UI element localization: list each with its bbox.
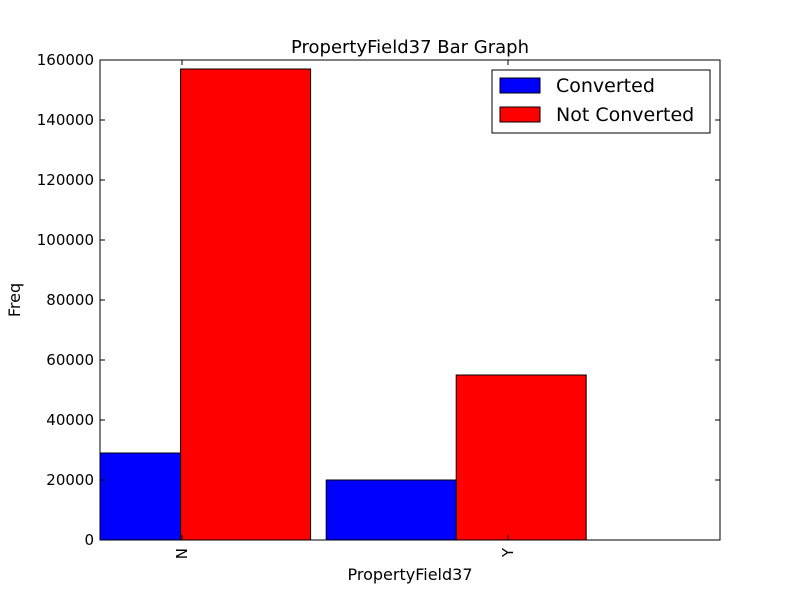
x-tick-label-y: Y — [499, 547, 517, 558]
y-tick-label: 0 — [84, 531, 94, 549]
x-axis-label: PropertyField37 — [348, 565, 473, 584]
legend: Converted Not Converted — [491, 69, 711, 134]
chart-title: PropertyField37 Bar Graph — [291, 37, 529, 58]
legend-swatch-converted — [499, 77, 541, 94]
y-tick-label: 100000 — [37, 231, 94, 249]
y-tick-label: 140000 — [37, 111, 94, 129]
y-tick-label: 40000 — [46, 411, 94, 429]
y-ticks-group: 0 20000 40000 60000 80000 100000 120000 140000 1… — [37, 51, 720, 549]
legend-label-not-converted: Not Converted — [556, 104, 694, 126]
y-tick-label: 80000 — [46, 291, 94, 309]
bar-not-converted-n — [180, 68, 312, 541]
y-tick-label: 160000 — [37, 51, 94, 69]
y-tick-label: 120000 — [37, 171, 94, 189]
y-tick-label: 20000 — [46, 471, 94, 489]
x-tick-label-n: N — [173, 548, 191, 559]
legend-swatch-not-converted — [499, 106, 541, 123]
y-axis-label: Freq — [5, 283, 24, 317]
bars-group — [99, 68, 587, 541]
legend-label-converted: Converted — [556, 75, 655, 97]
plot-frame — [99, 59, 721, 541]
bar-not-converted-y — [455, 374, 587, 541]
bar-converted-n — [99, 452, 182, 541]
y-tick-label: 60000 — [46, 351, 94, 369]
bar-converted-y — [325, 479, 457, 541]
